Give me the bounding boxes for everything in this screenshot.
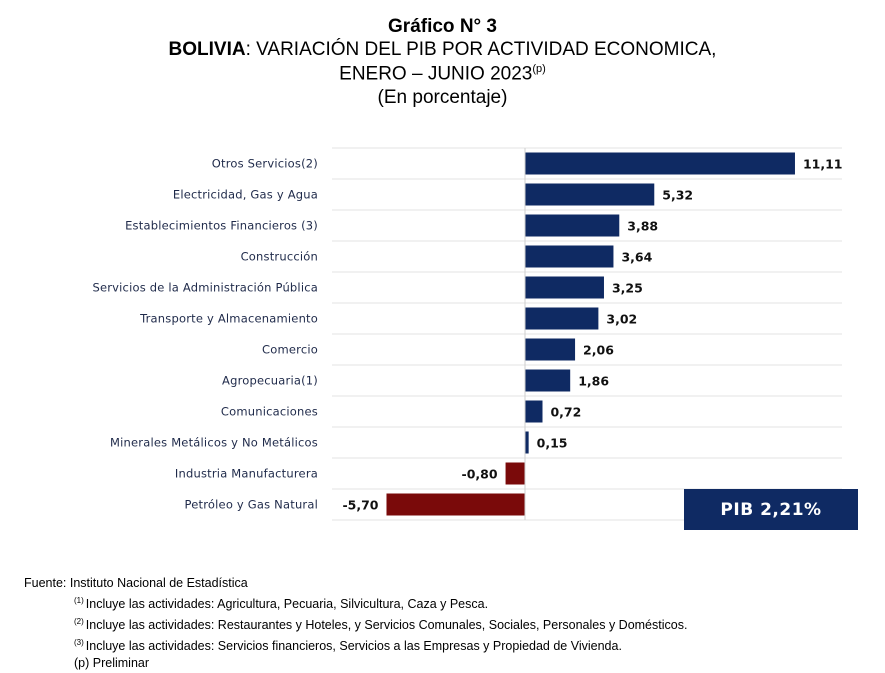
country-name: BOLIVIA [168,39,246,60]
category-label: Comunicaciones [221,405,318,419]
footnote-2-text: Incluye las actividades: Restaurantes y … [85,618,688,633]
value-label: 3,64 [621,250,652,265]
category-label: Comercio [262,343,318,357]
value-label: -0,80 [462,467,498,482]
chart-subtitle: BOLIVIA: VARIACIÓN DEL PIB POR ACTIVIDAD… [0,39,885,61]
period-line: ENERO – JUNIO 2023(p) [0,63,885,85]
bar [525,400,543,423]
category-label: Petróleo y Gas Natural [185,498,318,512]
footnote-2-mark: (2) [74,617,84,627]
bar [525,276,604,299]
value-label: 2,06 [583,343,614,358]
preliminary-mark: (p) [532,63,546,75]
bar [525,369,571,392]
category-label: Servicios de la Administración Pública [92,281,318,295]
bar [525,338,576,361]
value-label: 5,32 [662,188,693,203]
bar [525,431,529,454]
bar [386,493,525,516]
footnote-1-text: Incluye las actividades: Agricultura, Pe… [85,597,489,612]
category-label: Establecimientos Financieros (3) [125,219,318,233]
footnote-3-mark: (3) [74,638,84,648]
value-label: 3,88 [627,219,658,234]
category-label: Construcción [241,250,318,264]
category-label: Otros Servicios(2) [212,157,318,171]
value-label: 11,11 [803,157,843,172]
footnote-3-text: Incluye las actividades: Servicios finan… [85,639,622,654]
unit-line: (En porcentaje) [377,87,508,108]
bar [525,152,795,175]
footnotes: Fuente: Instituto Nacional de Estadístic… [24,575,687,672]
bar-chart: Otros Servicios(2) 11,11 Electricidad, Gas… [92,147,843,521]
value-label: 1,86 [578,374,609,389]
category-label: Transporte y Almacenamiento [139,312,318,326]
value-label: 0,15 [537,436,568,451]
chart-number-title: Gráfico N° 3 [388,16,497,37]
pib-total-box: PIB 2,21% [684,489,858,530]
category-label: Agropecuaria(1) [222,374,318,388]
category-label: Industria Manufacturera [175,467,318,481]
period-text: ENERO – JUNIO 2023 [339,63,533,85]
bar [525,245,614,268]
bar [525,183,655,206]
bar [505,462,525,485]
footnote-1-mark: (1) [74,596,84,605]
value-label: 3,25 [612,281,643,296]
category-label: Minerales Metálicos y No Metálicos [110,436,318,450]
preliminary-note: (p) Preliminar [74,656,150,671]
value-label: 3,02 [606,312,637,327]
footnote-3: (3) Incluye las actividades: Servicios fi… [24,634,687,655]
footnote-1: (1) Incluye las actividades: Agricultura,… [24,592,687,613]
subtitle-text: : VARIACIÓN DEL PIB POR ACTIVIDAD ECONOM… [245,39,717,60]
footnote-2: (2) Incluye las actividades: Restaurantes… [24,613,687,634]
category-label: Electricidad, Gas y Agua [173,188,318,202]
bar [525,307,599,330]
value-label: -5,70 [342,498,378,513]
value-label: 0,72 [550,405,581,420]
bar [525,214,620,237]
source-note: Fuente: Instituto Nacional de Estadístic… [24,576,248,590]
